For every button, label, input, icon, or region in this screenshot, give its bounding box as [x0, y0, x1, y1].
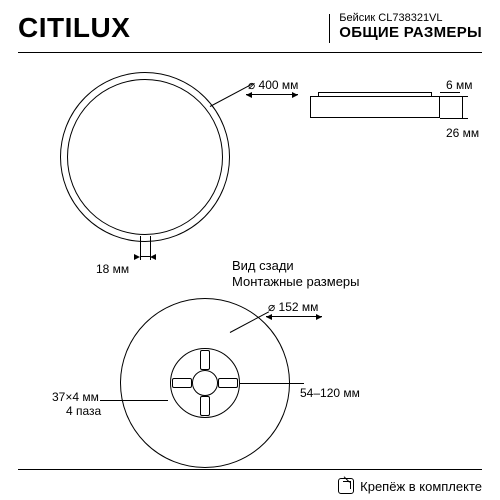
divider-bottom: [18, 469, 482, 470]
brand-logo: CITILUX: [18, 12, 130, 44]
rear-title-line2: Монтажные размеры: [232, 274, 360, 290]
ring-inner: [67, 79, 223, 235]
divider-top: [18, 52, 482, 53]
dim-mount-152: ⌀ 152 мм: [268, 300, 318, 314]
rear-title: Вид сзади Монтажные размеры: [232, 258, 360, 291]
footer-text: Крепёж в комплекте: [360, 479, 482, 494]
dim-arrow-v: [462, 96, 463, 118]
dim-hole-range: 54–120 мм: [300, 386, 360, 400]
mount-slot: [172, 378, 192, 388]
dim-slot-size: 37×4 мм: [52, 390, 99, 404]
mount-slot: [218, 378, 238, 388]
mount-slot: [200, 350, 210, 370]
header: CITILUX Бейсик CL738321VL ОБЩИЕ РАЗМЕРЫ: [0, 12, 500, 52]
dim-arrow: [246, 94, 298, 95]
dim-ring-width: 18 мм: [96, 262, 129, 276]
dim-leader: [440, 96, 468, 97]
top-ring-diagram: [60, 72, 230, 242]
dim-plate-6: 6 мм: [446, 78, 473, 92]
rear-title-line1: Вид сзади: [232, 258, 360, 274]
footer: Крепёж в комплекте: [338, 478, 482, 494]
dim-arrow: [266, 316, 322, 317]
dim-arrow: [140, 256, 150, 257]
side-profile: [310, 92, 440, 118]
hardware-included-icon: [338, 478, 354, 494]
dim-leader: [100, 400, 168, 401]
model-code: Бейсик CL738321VL: [339, 12, 482, 24]
dim-leader: [240, 383, 304, 384]
dim-height-26: 26 мм: [446, 126, 479, 140]
header-right: Бейсик CL738321VL ОБЩИЕ РАЗМЕРЫ: [329, 12, 482, 41]
dim-diameter-400: ⌀ 400 мм: [248, 78, 298, 92]
mount-slot: [200, 396, 210, 416]
profile-body: [310, 96, 440, 118]
page-title: ОБЩИЕ РАЗМЕРЫ: [339, 24, 482, 41]
dim-leader: [440, 92, 460, 93]
dim-slot-count: 4 паза: [66, 404, 101, 418]
rear-hub-circle: [192, 370, 218, 396]
dim-leader: [440, 118, 468, 119]
